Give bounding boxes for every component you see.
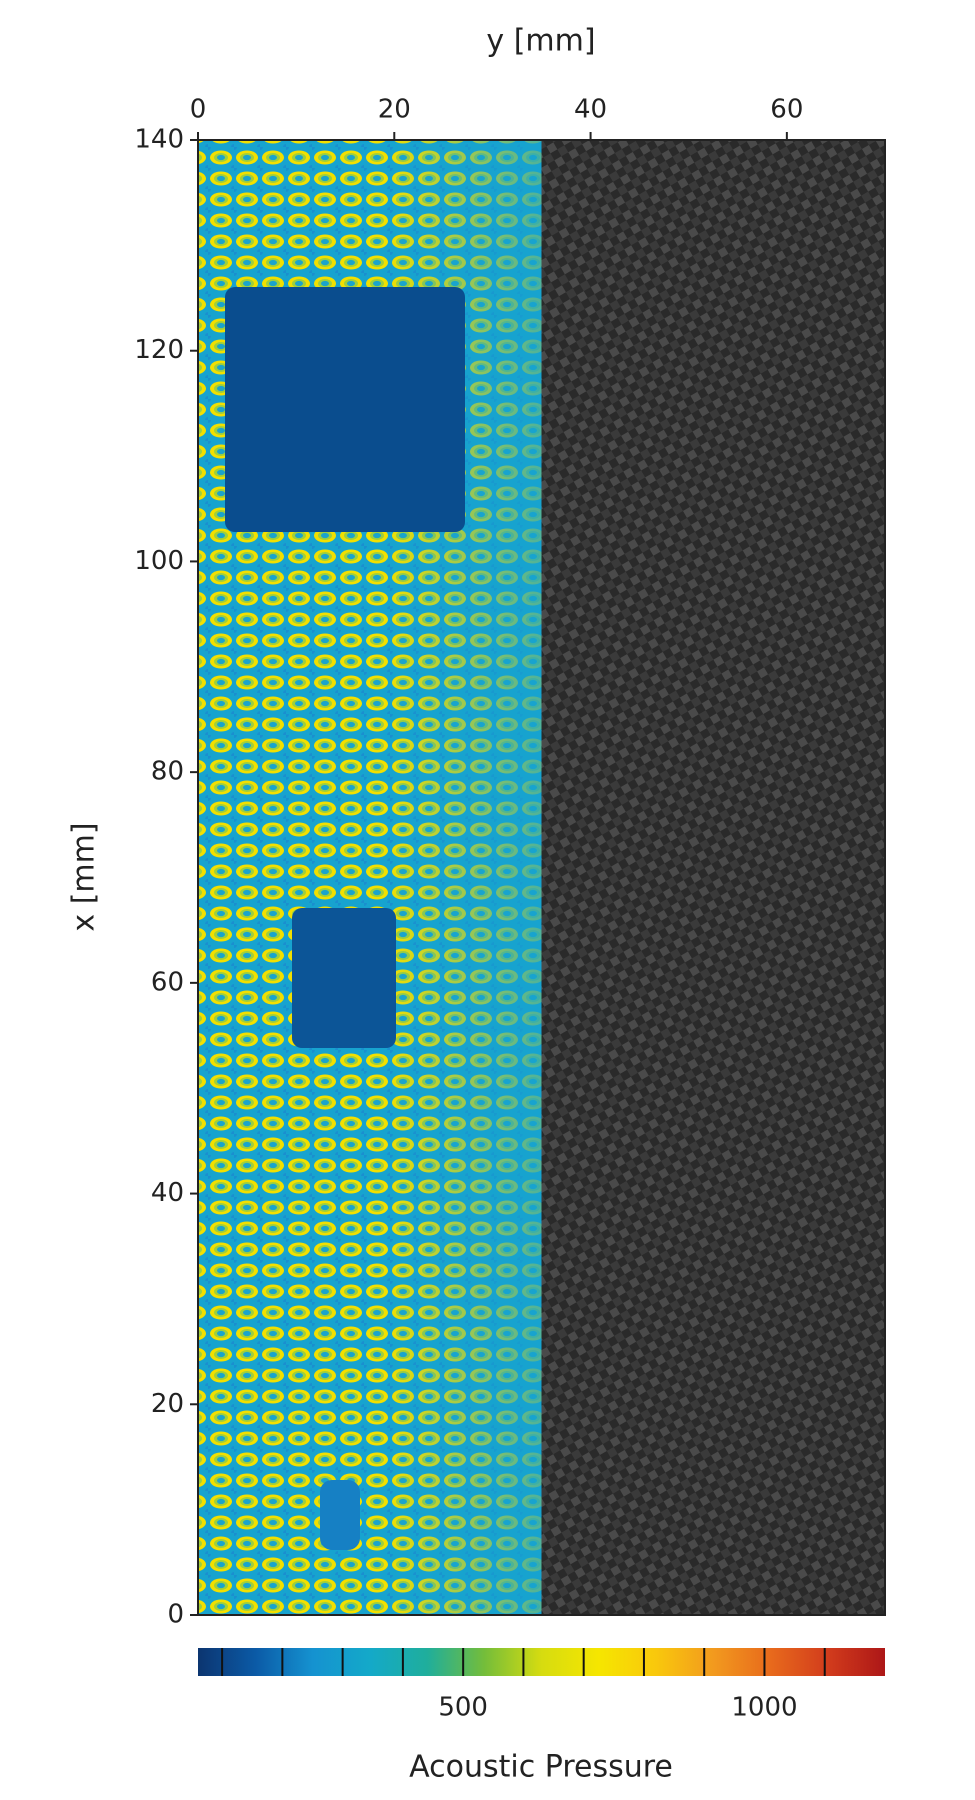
y-tick-label: 40 xyxy=(151,1178,184,1208)
y-axis-title: x [mm] xyxy=(67,822,102,931)
y-tick-label: 140 xyxy=(134,125,184,155)
colorbar-tick-label: 500 xyxy=(438,1693,488,1723)
defect xyxy=(292,908,396,1048)
y-tick-label: 20 xyxy=(151,1389,184,1419)
y-tick-label: 80 xyxy=(151,757,184,787)
x-tick-label: 20 xyxy=(378,95,411,125)
y-tick-label: 60 xyxy=(151,967,184,997)
heatmap-image xyxy=(197,139,886,1616)
colorbar-tick-label: 1000 xyxy=(731,1693,797,1723)
plot-frame xyxy=(197,139,886,1616)
colorbar xyxy=(198,1648,885,1676)
x-tick-label: 60 xyxy=(770,95,803,125)
colorbar-title: Acoustic Pressure xyxy=(409,1750,673,1785)
carbon-fiber xyxy=(541,140,885,1615)
x-tick-label: 40 xyxy=(574,95,607,125)
x-tick-label: 0 xyxy=(190,95,207,125)
y-tick-label: 120 xyxy=(134,335,184,365)
defect xyxy=(225,287,465,532)
x-axis-title: y [mm] xyxy=(486,24,595,59)
defect xyxy=(320,1480,360,1550)
y-tick-label: 0 xyxy=(167,1600,184,1630)
y-tick-label: 100 xyxy=(134,546,184,576)
